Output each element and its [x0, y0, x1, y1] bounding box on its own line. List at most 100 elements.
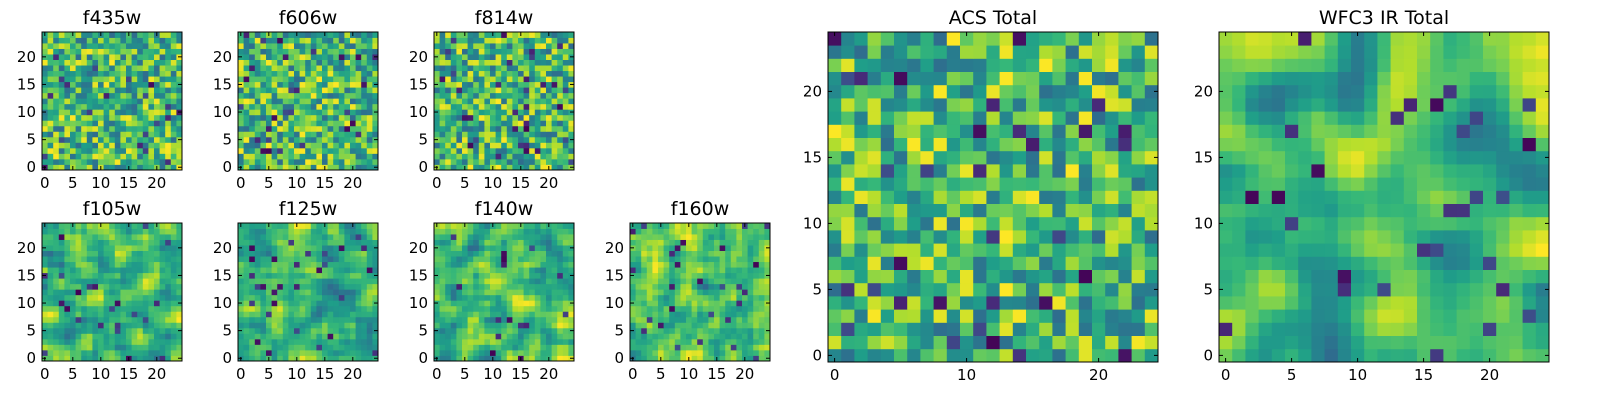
heatmap-cell — [53, 43, 60, 49]
heatmap-cell — [271, 283, 278, 290]
heatmap-cell — [490, 92, 496, 99]
heatmap-cell — [501, 76, 508, 83]
heatmap-cell — [266, 283, 272, 290]
heatmap-cell — [686, 316, 692, 323]
heatmap-cell — [1026, 150, 1040, 165]
heatmap-cell — [322, 228, 328, 235]
heatmap-cell — [355, 327, 362, 334]
heatmap-cell — [137, 316, 144, 323]
heatmap-cell — [103, 327, 110, 334]
heatmap-cell — [154, 283, 160, 290]
heatmap-cell — [546, 267, 552, 274]
heatmap-cell — [445, 32, 452, 38]
heatmap-cell — [546, 142, 552, 149]
heatmap-cell — [70, 70, 76, 77]
heatmap-cell — [109, 261, 116, 268]
heatmap-cell — [551, 250, 558, 257]
heatmap-cell — [557, 158, 564, 165]
heatmap-cell — [506, 87, 513, 94]
heatmap-cell — [249, 283, 256, 290]
heatmap-cell — [131, 153, 138, 160]
heatmap-cell — [238, 158, 244, 165]
heatmap-cell — [338, 300, 345, 307]
heatmap-cell — [81, 234, 88, 240]
heatmap-cell — [652, 256, 659, 263]
heatmap-cell — [266, 250, 272, 257]
heatmap-cell — [753, 256, 760, 263]
heatmap-cell — [294, 59, 300, 66]
heatmap-cell — [540, 54, 547, 60]
heatmap-cell — [462, 278, 468, 285]
heatmap-cell — [154, 43, 160, 49]
heatmap-cell — [512, 327, 519, 334]
heatmap-cell — [495, 136, 502, 143]
heatmap-cell — [635, 261, 642, 268]
heatmap-cell — [305, 147, 312, 154]
heatmap-cell — [327, 125, 334, 132]
heatmap-cell — [907, 164, 921, 178]
heatmap-cell — [170, 48, 177, 55]
heatmap-cell — [305, 256, 312, 263]
heatmap-cell — [327, 120, 334, 127]
heatmap-cell — [75, 109, 82, 116]
heatmap-cell — [333, 261, 340, 268]
heatmap-cell — [81, 272, 88, 279]
heatmap-cell — [344, 344, 351, 351]
heatmap-cell — [907, 282, 921, 297]
heatmap-cell — [81, 70, 88, 77]
heatmap-cell — [523, 333, 530, 340]
heatmap-cell — [973, 203, 987, 218]
heatmap-cell — [361, 272, 368, 279]
heatmap-cell — [288, 59, 295, 66]
heatmap-cell — [120, 87, 127, 94]
heatmap-cell — [114, 333, 121, 340]
heatmap-cell — [456, 349, 463, 356]
heatmap-cell — [501, 311, 508, 318]
heatmap-cell — [445, 234, 452, 240]
heatmap-cell — [361, 245, 368, 251]
heatmap-cell — [98, 76, 104, 83]
heatmap-cell — [736, 283, 743, 290]
heatmap-cell — [999, 164, 1014, 178]
heatmap-cell — [1092, 309, 1106, 323]
heatmap-cell — [450, 103, 457, 110]
heatmap-cell — [562, 59, 569, 66]
x-tick-label: 10 — [483, 365, 502, 383]
heatmap-cell — [557, 48, 564, 55]
heatmap-cell — [322, 37, 328, 44]
heatmap-cell — [249, 59, 256, 66]
heatmap-cell — [920, 256, 934, 270]
heatmap-cell — [506, 59, 513, 66]
heatmap-cell — [64, 355, 71, 362]
heatmap-cell — [439, 65, 446, 72]
heatmap-cell — [686, 245, 692, 251]
heatmap-cell — [120, 158, 127, 165]
heatmap-cell — [546, 65, 552, 72]
heatmap-cell — [434, 305, 440, 312]
heatmap-cell — [310, 136, 317, 143]
heatmap-cell — [725, 289, 732, 296]
x-tick-label: 15 — [511, 365, 530, 383]
heatmap-cell — [98, 305, 104, 312]
heatmap-cell — [658, 305, 664, 312]
heatmap-cell — [288, 37, 295, 44]
x-tick-label: 15 — [315, 174, 334, 192]
heatmap-cell — [439, 355, 446, 362]
heatmap-cell — [271, 311, 278, 318]
heatmap-cell — [148, 316, 155, 323]
heatmap-cell — [473, 250, 480, 257]
heatmap-cell — [1012, 269, 1027, 284]
heatmap-cell — [344, 333, 351, 340]
heatmap-cell — [506, 114, 513, 121]
heatmap-cell — [98, 92, 104, 99]
heatmap-cell — [75, 272, 82, 279]
heatmap-cell — [445, 333, 452, 340]
heatmap-cell — [266, 239, 272, 246]
heatmap-cell — [473, 43, 480, 49]
heatmap-cell — [557, 272, 564, 279]
heatmap-cell — [506, 70, 513, 77]
heatmap-cell — [131, 48, 138, 55]
heatmap-cell — [512, 92, 519, 99]
heatmap-cell — [518, 256, 524, 263]
heatmap-cell — [58, 43, 65, 49]
